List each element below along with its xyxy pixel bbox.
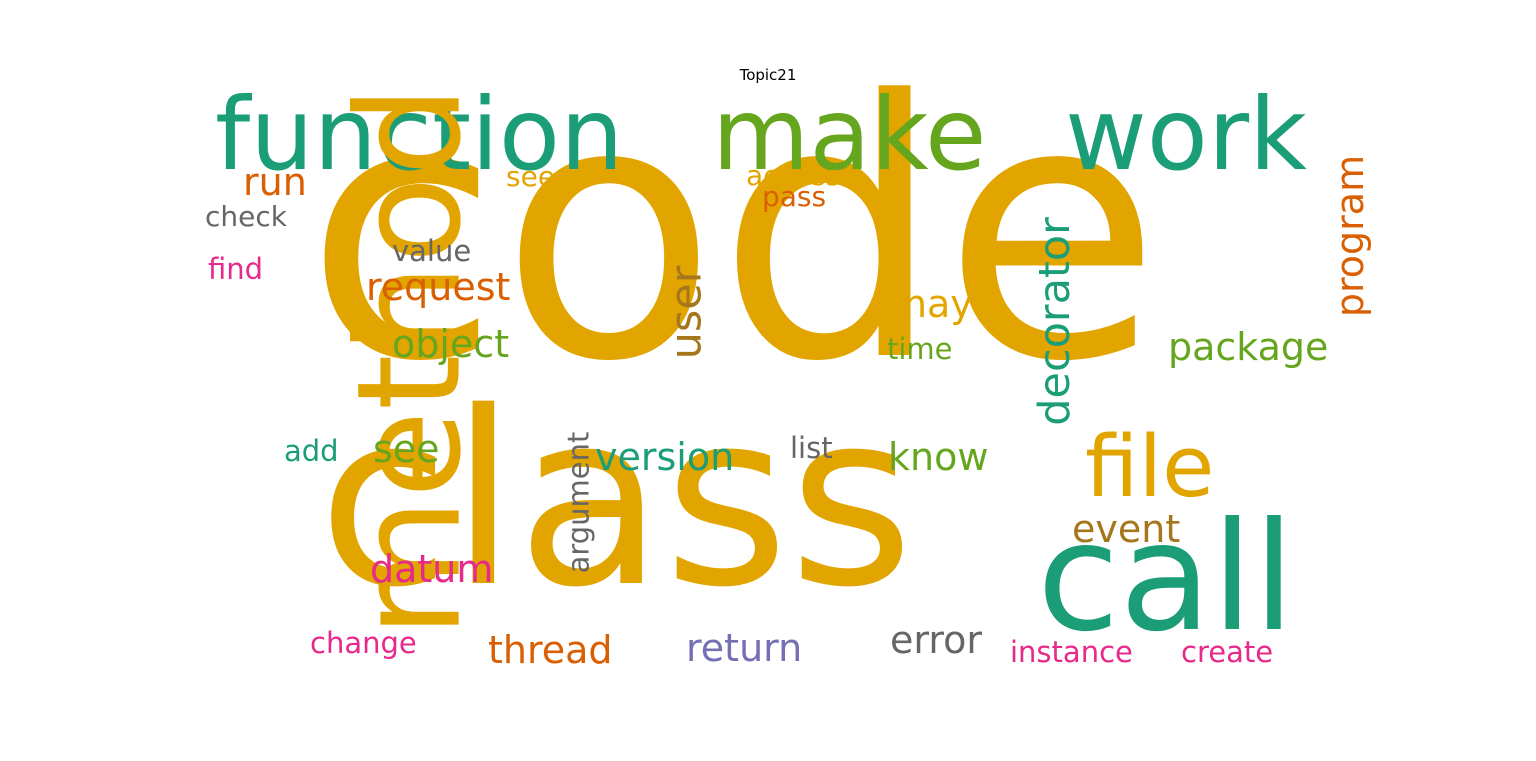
word-user: user [661,265,712,360]
word-thread: thread [488,628,613,672]
word-value: value [392,234,472,268]
word-access: access [746,159,841,192]
word-file: file [1085,418,1215,517]
word-time: time [887,332,953,366]
word-code: code [305,25,1162,439]
word-request: request [366,265,511,309]
word-event: event [1072,507,1181,551]
word-version: version [595,435,735,479]
word-function: function [215,76,624,193]
word-program: program [1328,154,1373,318]
word-run: run [243,160,307,204]
word-create: create [1181,635,1274,669]
word-error: error [890,618,982,662]
word-add: add [284,434,339,468]
word-datum: datum [370,547,494,591]
word-object: object [392,322,510,366]
word-make: make [712,76,987,193]
word-know: know [888,435,989,479]
word-change: change [310,626,417,660]
word-see: see [373,427,440,471]
word-pass: pass [762,180,827,213]
word-instance: instance [1010,635,1133,669]
word-work: work [1065,76,1307,193]
chart-title: Topic21 [739,66,797,84]
word-call: call [1037,491,1295,665]
word-class: class [318,360,914,640]
word-list: list [790,431,833,465]
word-argument: argument [561,431,596,574]
word-seem: seem [506,160,583,193]
word-find: find [208,252,264,286]
word-may: may [890,282,973,326]
word-package: package [1168,325,1329,369]
word-return: return [686,626,803,670]
word-check: check [205,200,287,233]
word-decorator: decorator [1029,217,1080,426]
